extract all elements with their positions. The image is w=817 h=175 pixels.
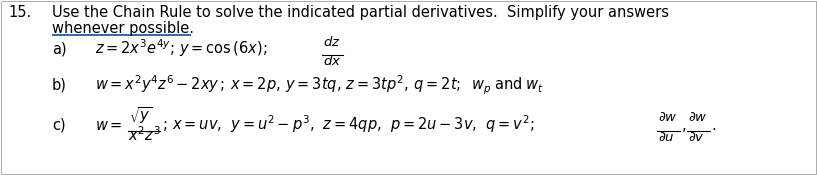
Text: $\partial w$: $\partial w$	[658, 111, 677, 124]
Text: $dz$: $dz$	[323, 35, 341, 49]
Text: a): a)	[52, 42, 67, 57]
Text: $\partial v$: $\partial v$	[688, 131, 705, 144]
Text: whenever possible.: whenever possible.	[52, 21, 194, 36]
Text: $dx$: $dx$	[323, 54, 342, 68]
Text: $w = $: $w = $	[95, 118, 123, 133]
Text: $;\, x = uv,\;\, y = u^2 - p^3,\;\, z = 4qp,\;\, p = 2u - 3v,\;\, q = v^2;$: $;\, x = uv,\;\, y = u^2 - p^3,\;\, z = …	[162, 113, 534, 135]
Text: $\partial w$: $\partial w$	[688, 111, 708, 124]
Text: b): b)	[52, 78, 67, 93]
Text: $,$: $,$	[681, 119, 686, 134]
Text: $\partial u$: $\partial u$	[658, 131, 675, 144]
Text: $.$: $.$	[711, 118, 717, 133]
Text: Use the Chain Rule to solve the indicated partial derivatives.  Simplify your an: Use the Chain Rule to solve the indicate…	[52, 5, 669, 20]
Text: $\sqrt{y}$: $\sqrt{y}$	[129, 105, 152, 126]
Text: c): c)	[52, 118, 65, 133]
Text: $x^2z^3$: $x^2z^3$	[128, 125, 161, 144]
Text: $w = x^2y^4z^6 - 2xy\,;\, x = 2p,\, y = 3tq,\, z = 3tp^2,\, q = 2t;\;\; w_p\; \m: $w = x^2y^4z^6 - 2xy\,;\, x = 2p,\, y = …	[95, 73, 544, 97]
Text: $z = 2x^3e^{4y};\, y = \cos\left(6x\right);$: $z = 2x^3e^{4y};\, y = \cos\left(6x\righ…	[95, 37, 267, 59]
Text: 15.: 15.	[8, 5, 31, 20]
